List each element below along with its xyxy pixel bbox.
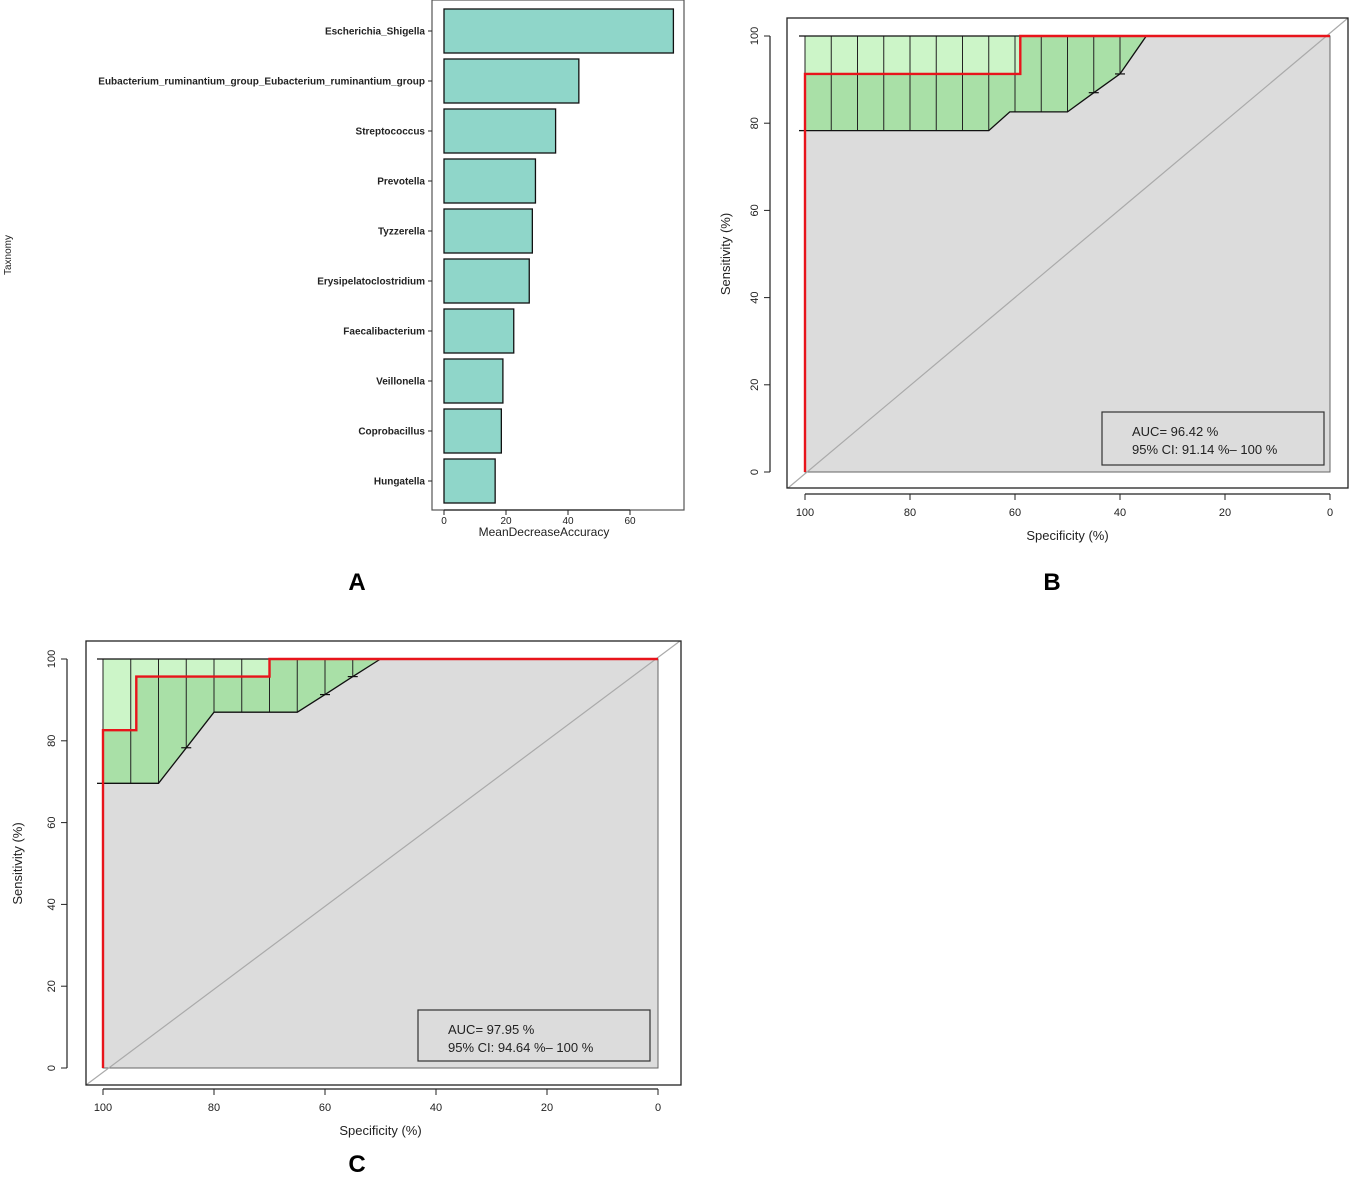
- auc-ci-text: 95% CI: 94.64 %– 100 %: [448, 1040, 594, 1055]
- x-tick-label: 20: [1219, 507, 1231, 519]
- auc-legend-box: [1101, 411, 1325, 466]
- panel-a-x-tick-label: 20: [500, 516, 512, 527]
- category-label: Hungatella: [374, 477, 426, 488]
- plot-frame: [786, 17, 1349, 489]
- y-tick-label: 100: [749, 27, 761, 45]
- x-tick-label: 40: [430, 1102, 442, 1114]
- y-tick-label: 40: [749, 291, 761, 303]
- category-label: Coprobacillus: [358, 427, 425, 438]
- x-tick-label: 40: [1114, 507, 1126, 519]
- auc-value-text: AUC= 97.95 %: [448, 1022, 535, 1037]
- panel-label-c: C: [348, 1151, 365, 1178]
- panel-a-x-tick-label: 0: [441, 516, 447, 527]
- y-tick-label: 60: [749, 204, 761, 216]
- auc-value-text: AUC= 96.42 %: [1132, 424, 1219, 439]
- panel-a-x-axis-label: MeanDecreaseAccuracy: [479, 525, 610, 539]
- x-tick-label: 60: [319, 1102, 331, 1114]
- y-tick-label: 0: [46, 1065, 58, 1071]
- category-label: Escherichia_Shigella: [325, 27, 425, 38]
- auc-legend-box: [417, 1009, 651, 1062]
- panel-c-roc-chart: 0 20 40 60 80 100 100 80 60 40 20 0 Specificity (%) S…: [10, 640, 682, 1138]
- panel-a-x-tick-label: 40: [562, 516, 574, 527]
- ci-lower-boundary: [103, 658, 381, 784]
- bar-escherichia_shigella: [443, 8, 675, 54]
- panel-a-y-axis-label: Taxnomy: [3, 235, 14, 275]
- category-label: Tyzzerella: [378, 227, 425, 238]
- bar-tyzzerella: [443, 208, 533, 254]
- x-tick-label: 60: [1009, 507, 1021, 519]
- category-label: Erysipelatoclostridium: [317, 277, 425, 288]
- panel-label-a: A: [348, 569, 365, 596]
- bar-hungatella: [443, 458, 496, 504]
- plot-frame: [85, 640, 682, 1086]
- x-tick-label: 80: [208, 1102, 220, 1114]
- y-tick-label: 20: [749, 379, 761, 391]
- x-tick-label: 80: [904, 507, 916, 519]
- category-label: Streptococcus: [356, 127, 426, 138]
- category-label: Prevotella: [377, 177, 425, 188]
- y-tick-label: 80: [749, 117, 761, 129]
- panel-a-x-tick-label: 60: [624, 516, 636, 527]
- panel-label-b: B: [1043, 569, 1060, 596]
- category-label: Eubacterium_ruminantium_group_Eubacteriu…: [98, 77, 425, 88]
- bar-erysipelatoclostridium: [443, 258, 530, 304]
- y-tick-label: 60: [46, 816, 58, 828]
- bar-veillonella: [443, 358, 504, 404]
- chance-diagonal-line: [787, 17, 1349, 489]
- bar-prevotella: [443, 158, 537, 204]
- chance-diagonal-line: [85, 640, 681, 1086]
- y-axis-label: Sensitivity (%): [10, 822, 25, 904]
- y-tick-label: 0: [749, 469, 761, 475]
- category-label: Faecalibacterium: [343, 327, 425, 338]
- panel-b-roc-chart: 0 20 40 60 80 100 100 80 60 40 20 0 Specificity (%) S…: [718, 17, 1349, 543]
- y-tick-label: 20: [46, 980, 58, 992]
- y-tick-label: 40: [46, 898, 58, 910]
- x-axis-label: Specificity (%): [339, 1123, 421, 1138]
- roc-curve: [803, 34, 1330, 472]
- bar-faecalibacterium: [443, 308, 515, 354]
- bar-coprobacillus: [443, 408, 502, 454]
- x-tick-label: 100: [94, 1102, 112, 1114]
- x-axis-label: Specificity (%): [1026, 528, 1108, 543]
- panel-a-bar-chart: Escherichia_Shigella Eubacterium_ruminant…: [3, 0, 685, 539]
- bar-eubacterium_ruminantium_group_eubacterium_ruminantium_group: [443, 58, 580, 104]
- y-tick-label: 80: [46, 735, 58, 747]
- auc-ci-text: 95% CI: 91.14 %– 100 %: [1132, 442, 1278, 457]
- category-label: Veillonella: [376, 377, 425, 388]
- x-tick-label: 20: [541, 1102, 553, 1114]
- y-axis-label: Sensitivity (%): [718, 213, 733, 295]
- roc-curve: [101, 657, 658, 1068]
- x-tick-label: 0: [1327, 507, 1333, 519]
- x-tick-label: 100: [796, 507, 814, 519]
- x-tick-label: 0: [655, 1102, 661, 1114]
- bar-streptococcus: [443, 108, 557, 154]
- y-tick-label: 100: [46, 650, 58, 668]
